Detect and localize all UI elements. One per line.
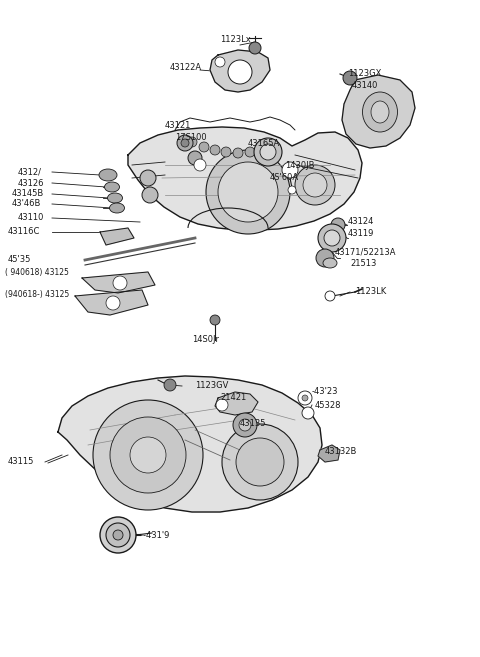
Polygon shape xyxy=(215,392,258,415)
Text: 1123Lx: 1123Lx xyxy=(220,35,251,45)
Circle shape xyxy=(206,150,290,234)
Text: 43126: 43126 xyxy=(18,179,45,187)
Text: 1123GV: 1123GV xyxy=(195,382,228,390)
Circle shape xyxy=(100,517,136,553)
Circle shape xyxy=(343,71,357,85)
Circle shape xyxy=(218,162,278,222)
Text: 43135: 43135 xyxy=(240,419,266,428)
Circle shape xyxy=(215,57,225,67)
Text: 43119: 43119 xyxy=(348,229,374,237)
Circle shape xyxy=(164,379,176,391)
Circle shape xyxy=(331,218,345,232)
Circle shape xyxy=(177,135,193,151)
Polygon shape xyxy=(82,272,155,293)
Circle shape xyxy=(187,137,197,147)
Circle shape xyxy=(316,249,334,267)
Circle shape xyxy=(188,151,202,165)
Text: 21513: 21513 xyxy=(350,258,376,267)
Text: 21421: 21421 xyxy=(220,394,246,403)
Circle shape xyxy=(298,391,312,405)
Circle shape xyxy=(325,291,335,301)
Text: -43'23: -43'23 xyxy=(312,388,338,397)
Text: 43'46B: 43'46B xyxy=(12,200,41,208)
Circle shape xyxy=(140,170,156,186)
Circle shape xyxy=(113,530,123,540)
Circle shape xyxy=(142,187,158,203)
Circle shape xyxy=(233,148,243,158)
Circle shape xyxy=(303,173,327,197)
Text: 1123LK: 1123LK xyxy=(355,288,386,296)
Polygon shape xyxy=(75,290,148,315)
Text: 45328: 45328 xyxy=(315,401,341,409)
Circle shape xyxy=(260,144,276,160)
Circle shape xyxy=(249,42,261,54)
Circle shape xyxy=(282,162,298,178)
Ellipse shape xyxy=(99,169,117,181)
Text: 43145B: 43145B xyxy=(12,189,44,198)
Circle shape xyxy=(106,296,120,310)
Circle shape xyxy=(239,419,251,431)
Text: 43124: 43124 xyxy=(348,217,374,227)
Text: 1430JB: 1430JB xyxy=(285,160,314,170)
Text: 14S0Jr: 14S0Jr xyxy=(192,336,219,344)
Circle shape xyxy=(221,147,231,157)
Polygon shape xyxy=(210,50,270,92)
Circle shape xyxy=(113,276,127,290)
Text: 17S100: 17S100 xyxy=(175,133,206,143)
Circle shape xyxy=(199,142,209,152)
Circle shape xyxy=(318,224,346,252)
Circle shape xyxy=(245,147,255,157)
Text: 43110: 43110 xyxy=(18,214,44,223)
Text: 43140: 43140 xyxy=(352,81,378,91)
Text: 43132B: 43132B xyxy=(325,447,358,457)
Circle shape xyxy=(236,438,284,486)
Circle shape xyxy=(210,145,220,155)
Polygon shape xyxy=(100,228,134,245)
Polygon shape xyxy=(128,127,362,230)
Polygon shape xyxy=(318,445,340,462)
Circle shape xyxy=(257,145,267,155)
Text: 43121: 43121 xyxy=(165,122,192,131)
Circle shape xyxy=(302,395,308,401)
Ellipse shape xyxy=(371,101,389,123)
Circle shape xyxy=(130,437,166,473)
Circle shape xyxy=(288,186,296,194)
Circle shape xyxy=(233,413,257,437)
Text: 4S'60A: 4S'60A xyxy=(270,173,299,183)
Circle shape xyxy=(302,407,314,419)
Circle shape xyxy=(228,60,252,84)
Text: 43171/52213A: 43171/52213A xyxy=(335,248,396,256)
Ellipse shape xyxy=(108,193,122,203)
Polygon shape xyxy=(58,376,322,512)
Circle shape xyxy=(194,159,206,171)
Ellipse shape xyxy=(105,182,120,192)
Circle shape xyxy=(222,424,298,500)
Circle shape xyxy=(216,399,228,411)
Circle shape xyxy=(181,139,189,147)
Circle shape xyxy=(110,417,186,493)
Text: 43116C: 43116C xyxy=(8,227,40,237)
Circle shape xyxy=(295,165,335,205)
Text: (940618-) 43125: (940618-) 43125 xyxy=(5,290,69,300)
Ellipse shape xyxy=(109,203,124,213)
Circle shape xyxy=(106,523,130,547)
Circle shape xyxy=(93,400,203,510)
Text: 43165A: 43165A xyxy=(248,139,280,148)
Ellipse shape xyxy=(362,92,397,132)
Text: ---431'9: ---431'9 xyxy=(138,530,170,539)
Circle shape xyxy=(254,138,282,166)
Text: 43122A: 43122A xyxy=(170,64,202,72)
Text: 45'35: 45'35 xyxy=(8,256,31,265)
Ellipse shape xyxy=(323,258,337,268)
Circle shape xyxy=(324,230,340,246)
Text: 43115: 43115 xyxy=(8,457,35,466)
Circle shape xyxy=(210,315,220,325)
Polygon shape xyxy=(342,75,415,148)
Text: 1123GX: 1123GX xyxy=(348,70,382,78)
Text: ( 940618) 43125: ( 940618) 43125 xyxy=(5,269,69,277)
Text: 4312/: 4312/ xyxy=(18,168,42,177)
